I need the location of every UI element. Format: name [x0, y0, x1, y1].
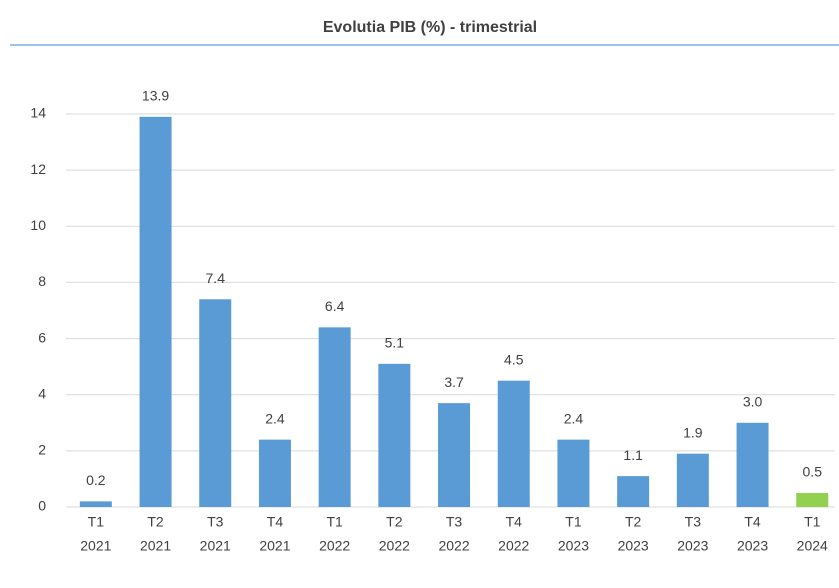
y-tick-label: 4 [38, 385, 46, 401]
bar [199, 299, 232, 507]
value-label: 0.5 [803, 464, 823, 480]
y-tick-label: 8 [38, 273, 46, 289]
y-tick-label: 0 [38, 498, 46, 514]
x-tick-label: 2023 [558, 538, 589, 554]
x-tick-label: T1 [88, 514, 105, 530]
x-tick-label: 2021 [259, 538, 290, 554]
bar [79, 501, 112, 507]
value-label: 5.1 [385, 335, 405, 351]
bar [557, 439, 590, 507]
x-tick-label: 2022 [438, 538, 469, 554]
x-tick-label: T1 [326, 514, 343, 530]
value-label: 7.4 [206, 270, 226, 286]
value-label: 3.7 [444, 374, 464, 390]
bar [378, 363, 411, 507]
bar [617, 476, 650, 507]
value-label: 4.5 [504, 351, 524, 367]
x-tick-label: T1 [804, 514, 821, 530]
x-tick-label: 2022 [319, 538, 350, 554]
x-tick-label: 2023 [737, 538, 768, 554]
value-label: 2.4 [564, 410, 584, 426]
value-label: 1.1 [623, 447, 643, 463]
bar [318, 327, 351, 507]
value-label: 6.4 [325, 298, 345, 314]
x-tick-label: 2022 [379, 538, 410, 554]
y-tick-label: 10 [30, 217, 46, 233]
bar [796, 492, 829, 507]
bar [497, 380, 530, 507]
bar [438, 403, 471, 507]
x-tick-label: T2 [625, 514, 642, 530]
bar [736, 422, 769, 507]
x-tick-label: 2023 [677, 538, 708, 554]
x-tick-label: T3 [207, 514, 224, 530]
x-tick-label: 2022 [498, 538, 529, 554]
x-tick-label: T1 [565, 514, 582, 530]
x-tick-label: T2 [386, 514, 403, 530]
value-label: 3.0 [743, 393, 763, 409]
x-tick-label: T3 [685, 514, 702, 530]
y-tick-label: 2 [38, 442, 46, 458]
bar [139, 116, 172, 508]
chart-title: Evolutia PIB (%) - trimestrial [323, 19, 537, 36]
bar [676, 453, 709, 507]
value-label: 0.2 [86, 472, 106, 488]
value-label: 2.4 [265, 410, 285, 426]
x-tick-label: 2021 [140, 538, 171, 554]
value-label: 1.9 [683, 424, 703, 440]
x-tick-label: T2 [147, 514, 164, 530]
x-tick-label: T4 [744, 514, 761, 530]
x-tick-label: 2021 [200, 538, 231, 554]
x-tick-label: 2024 [797, 538, 828, 554]
y-tick-label: 6 [38, 329, 46, 345]
x-tick-label: T4 [267, 514, 284, 530]
x-tick-label: T3 [446, 514, 463, 530]
y-tick-label: 14 [30, 105, 46, 121]
x-tick-label: T4 [506, 514, 523, 530]
x-tick-label: 2021 [80, 538, 111, 554]
value-label: 13.9 [142, 88, 169, 104]
x-tick-label: 2023 [618, 538, 649, 554]
y-tick-label: 12 [30, 161, 46, 177]
bar [258, 439, 291, 507]
